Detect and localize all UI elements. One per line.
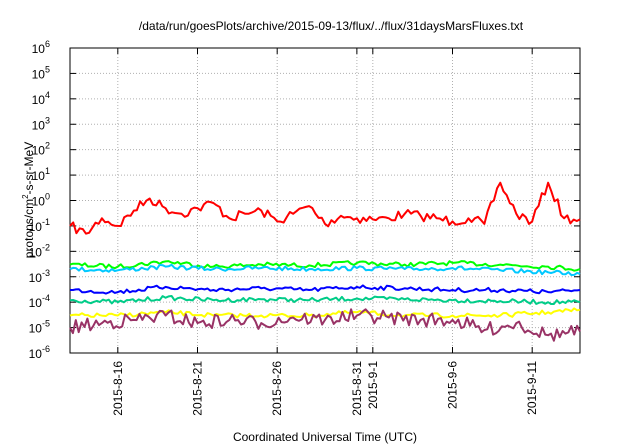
y-tick-label: 10-1	[29, 217, 50, 234]
y-tick-label: 104	[32, 90, 50, 107]
x-tick-label: 2015-8-16	[111, 361, 125, 416]
y-tick-label: 10-6	[29, 344, 50, 361]
y-tick-label: 10-5	[29, 319, 50, 336]
y-tick-label: 106	[32, 39, 50, 56]
series-line	[70, 284, 581, 295]
x-axis-label: Coordinated Universal Time (UTC)	[233, 430, 417, 444]
x-tick-label: 2015-8-26	[270, 361, 284, 416]
y-tick-label: 10-3	[29, 268, 50, 285]
y-tick-label: 10-4	[29, 293, 50, 310]
y-tick-label: 103	[32, 115, 50, 132]
series-line	[69, 295, 581, 305]
y-axis: 10-6 10-5 10-4 10-3 10-2 10-1 100 101 102 103 104 1…	[29, 39, 580, 361]
series-line	[69, 308, 581, 342]
series-line	[69, 263, 581, 276]
x-tick-label: 2015-8-31	[350, 361, 364, 416]
series-line	[69, 181, 581, 235]
series-line	[69, 307, 581, 319]
y-tick-label: 101	[32, 166, 50, 183]
y-tick-label: 105	[32, 64, 50, 81]
y-tick-label: 100	[32, 192, 50, 209]
grid	[70, 48, 580, 353]
y-tick-label: 102	[32, 141, 50, 158]
series-group	[69, 181, 581, 342]
x-tick-label: 2015-9-6	[446, 361, 460, 409]
y-tick-label: 10-2	[29, 242, 50, 259]
x-axis: 2015-8-16 2015-8-21 2015-8-26 2015-8-31 2015…	[111, 48, 539, 416]
x-tick-label: 2015-9-1	[366, 361, 380, 409]
chart-title: /data/run/goesPlots/archive/2015-09-13/f…	[139, 19, 524, 33]
x-tick-label: 2015-9-11	[525, 361, 539, 415]
y-axis-label: protons/cm2-s-sr-MeV	[21, 142, 36, 258]
x-tick-label: 2015-8-21	[191, 361, 205, 416]
series-line	[69, 260, 581, 272]
